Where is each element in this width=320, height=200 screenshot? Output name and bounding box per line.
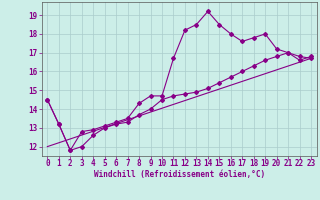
X-axis label: Windchill (Refroidissement éolien,°C): Windchill (Refroidissement éolien,°C) [94,170,265,179]
